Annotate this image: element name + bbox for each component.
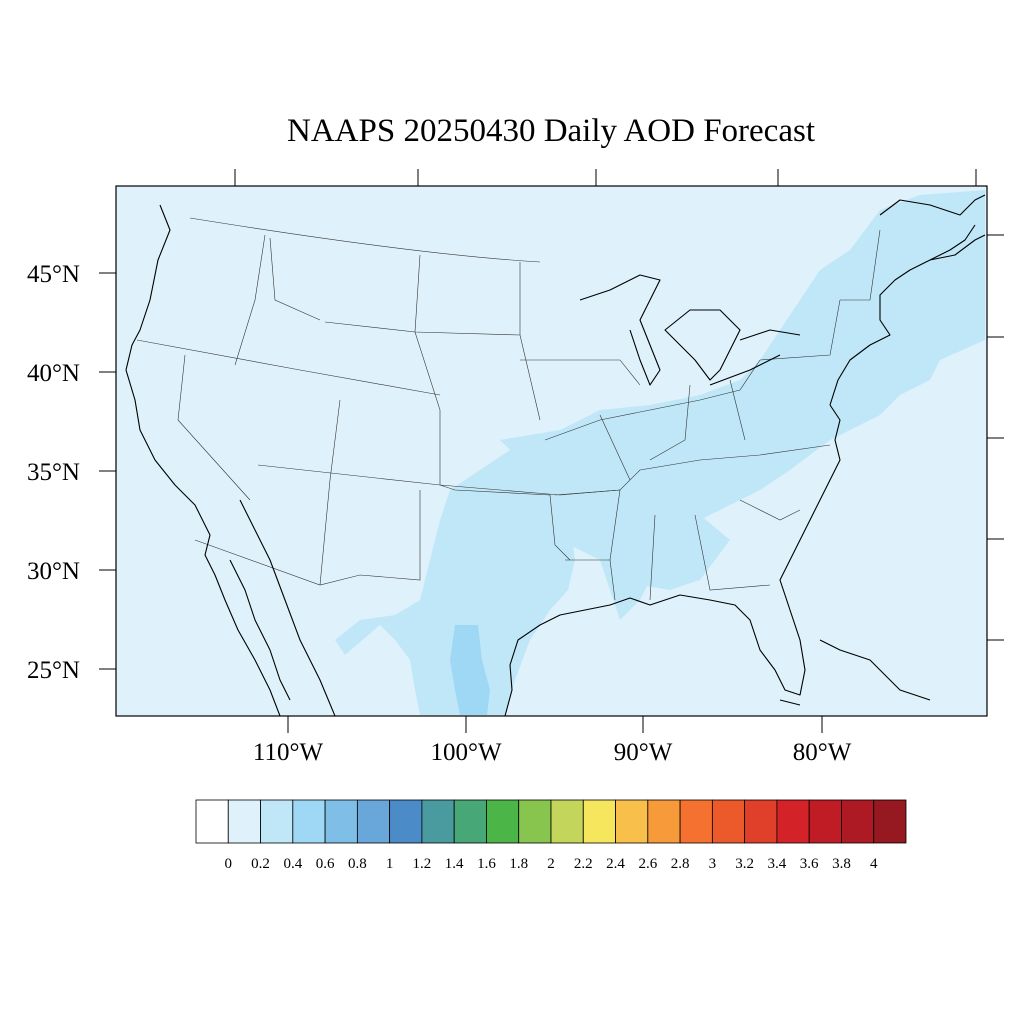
- map-frame: [115, 185, 988, 717]
- great-lakes: [579, 274, 801, 386]
- map-ticks: [99, 169, 1004, 733]
- lat-label-45n: 45°N: [27, 261, 80, 288]
- colorbar-label: 3.2: [735, 856, 754, 872]
- atlantic-coast: [829, 234, 986, 406]
- lon-label-80w: 80°W: [793, 739, 852, 766]
- gulf-coast: [504, 404, 841, 716]
- colorbar-swatch: [195, 799, 229, 844]
- coastlines: [125, 194, 986, 716]
- lon-label-90w: 90°W: [614, 739, 673, 766]
- colorbar-swatch: [421, 799, 455, 844]
- colorbar-label: 0.2: [251, 856, 270, 872]
- colorbar-swatch: [873, 799, 907, 844]
- lat-label-30n: 30°N: [27, 558, 80, 585]
- colorbar-swatch: [582, 799, 616, 844]
- colorbar-swatch: [389, 799, 423, 844]
- colorbar-swatch: [776, 799, 810, 844]
- colorbar-label: 3: [709, 856, 717, 872]
- aod-band-southtexas: [450, 625, 490, 715]
- colorbar-label: 2.2: [574, 856, 593, 872]
- colorbar-swatch: [260, 799, 294, 844]
- colorbar-swatch: [841, 799, 875, 844]
- colorbar-label: 1: [386, 856, 394, 872]
- gulf-of-california: [239, 499, 336, 716]
- colorbar-label: 2: [547, 856, 555, 872]
- lat-label-35n: 35°N: [27, 459, 80, 486]
- colorbar-label: 0.8: [348, 856, 367, 872]
- map-panel: 110°W 100°W 90°W 80°W 45°N 40°N 35°N 30°…: [27, 169, 1004, 766]
- colorbar-swatch: [356, 799, 391, 844]
- baja-coast: [229, 559, 291, 701]
- colorbar-swatch: [647, 799, 681, 844]
- colorbar-swatch: [324, 799, 358, 844]
- aod-band-northeast: [500, 190, 985, 620]
- colorbar-label: 4: [870, 856, 878, 872]
- florida-keys: [779, 639, 931, 706]
- lat-label-25n: 25°N: [27, 657, 80, 684]
- colorbar-swatch: [486, 799, 520, 844]
- colorbar-label: 1.4: [445, 856, 464, 872]
- colorbar-label: 1.6: [477, 856, 496, 872]
- colorbar-label: 1.8: [509, 856, 528, 872]
- lon-label-110w: 110°W: [253, 739, 324, 766]
- colorbar-label: 2.6: [638, 856, 657, 872]
- colorbar-label: 3.8: [832, 856, 851, 872]
- colorbar-swatch: [711, 799, 746, 844]
- colorbar-label: 1.2: [413, 856, 432, 872]
- colorbar-label: 0: [225, 856, 233, 872]
- colorbar: 0 0.2 0.4 0.6 0.8 1 1.2 1.4 1.6 1.8 2 2.2 2.4 2.6 2.8 3…: [195, 799, 907, 872]
- aod-band-southcentral: [335, 440, 575, 715]
- colorbar-swatch: [808, 799, 842, 844]
- colorbar-label: 3.6: [800, 856, 819, 872]
- colorbar-label: 0.6: [316, 856, 335, 872]
- colorbar-label: 3.4: [768, 856, 787, 872]
- colorbar-swatch: [550, 799, 584, 844]
- colorbar-swatch: [292, 799, 326, 844]
- colorbar-swatch: [227, 799, 261, 844]
- colorbar-label: 2.4: [606, 856, 625, 872]
- colorbar-swatch: [453, 799, 487, 844]
- colorbar-swatch: [518, 799, 552, 844]
- aod-patch-gulf: [610, 515, 730, 590]
- pacific-coast: [125, 204, 281, 716]
- colorbar-label: 2.8: [671, 856, 690, 872]
- aod-field: [335, 190, 985, 715]
- lon-label-100w: 100°W: [430, 739, 501, 766]
- lat-label-40n: 40°N: [27, 360, 80, 387]
- state-borders: [136, 217, 881, 601]
- colorbar-label: 0.4: [283, 856, 302, 872]
- colorbar-swatch: [744, 799, 778, 844]
- colorbar-swatch: [615, 799, 649, 844]
- canada-coast: [879, 194, 986, 261]
- colorbar-swatch: [679, 799, 713, 844]
- map-title: NAAPS 20250430 Daily AOD Forecast: [287, 113, 815, 149]
